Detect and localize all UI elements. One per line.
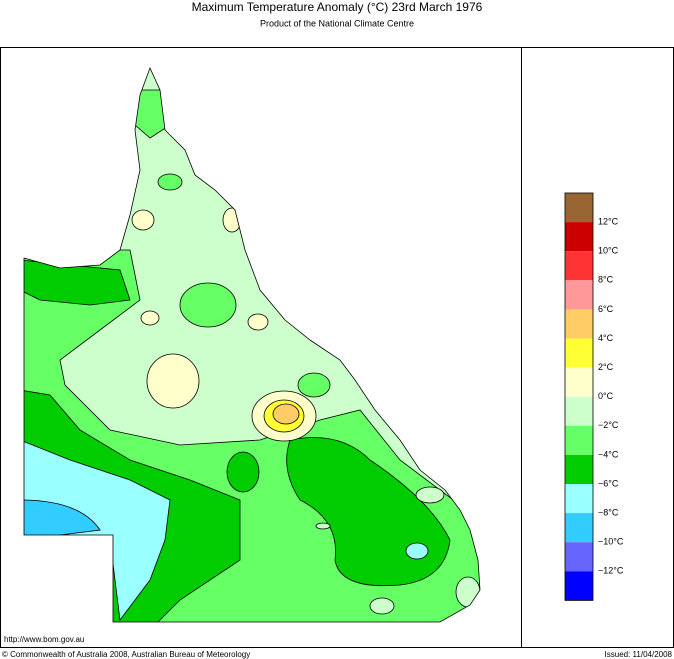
legend-label: 0°C <box>598 391 614 401</box>
legend-label: −10°C <box>598 537 624 547</box>
legend-swatch <box>565 396 593 426</box>
legend-label: −4°C <box>598 449 619 459</box>
legend-label: 8°C <box>598 275 614 285</box>
map <box>24 68 480 622</box>
legend-swatch <box>565 425 593 455</box>
legend-label: 2°C <box>598 362 614 372</box>
legend-swatch <box>565 222 593 252</box>
title: Maximum Temperature Anomaly (°C) 23rd Ma… <box>192 0 483 14</box>
legend-label: 12°C <box>598 216 619 226</box>
legend-border <box>564 192 594 601</box>
legend-swatch <box>565 193 593 223</box>
legend-swatch <box>565 338 593 368</box>
legend-label: 4°C <box>598 333 614 343</box>
legend-swatch <box>565 454 593 484</box>
legend-swatch <box>565 251 593 281</box>
subtitle: Product of the National Climate Centre <box>260 18 414 28</box>
legend-swatch <box>565 367 593 397</box>
legend-label: −8°C <box>598 507 619 517</box>
legend-swatch <box>565 309 593 339</box>
source-url: http://www.bom.gov.au <box>4 635 84 644</box>
legend: 12°C 10°C 8°C 6°C 4°C 2°C 0°C −2°C −4°C −6°C −8°C −… <box>564 192 624 601</box>
legend-swatch <box>565 513 593 543</box>
legend-swatch <box>565 571 593 601</box>
legend-label: −6°C <box>598 478 619 488</box>
legend-swatch <box>565 280 593 310</box>
copyright: © Commonwealth of Australia 2008, Austra… <box>2 650 250 659</box>
legend-swatch <box>565 542 593 572</box>
legend-label: −2°C <box>598 420 619 430</box>
legend-label: 10°C <box>598 246 619 256</box>
legend-label: −12°C <box>598 566 624 576</box>
legend-label: 6°C <box>598 304 614 314</box>
issued-date: Issued: 11/04/2008 <box>605 650 673 659</box>
legend-swatch <box>565 484 593 514</box>
